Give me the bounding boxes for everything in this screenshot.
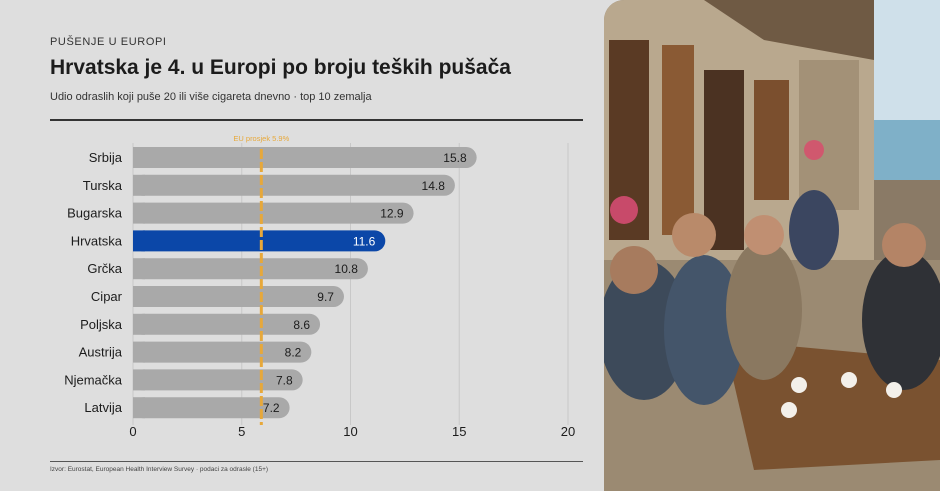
- x-tick-label: 5: [238, 424, 245, 439]
- bar-left-edge: [133, 313, 145, 335]
- bar: [133, 313, 321, 335]
- top-divider: [50, 119, 583, 121]
- category-label: Latvija: [84, 400, 122, 415]
- category-label: Austrija: [79, 345, 123, 360]
- value-label: 8.2: [285, 346, 302, 360]
- bottom-divider: [50, 461, 583, 462]
- bar-left-edge: [133, 147, 145, 168]
- value-label: 7.8: [276, 373, 293, 387]
- x-tick-label: 10: [343, 424, 357, 439]
- bar-chart: Srbija 15.8 Turska 14.8 Bugarska 12.9 Hrvatska…: [64, 134, 575, 439]
- category-label: Turska: [83, 178, 123, 193]
- bar-left-edge: [133, 230, 145, 252]
- category-label: Poljska: [80, 317, 123, 332]
- value-label: 12.9: [380, 207, 404, 221]
- bar-left-edge: [133, 174, 145, 196]
- value-label: 15.8: [443, 151, 467, 165]
- bar: [133, 341, 312, 363]
- bar-left-edge: [133, 369, 145, 391]
- bar: [133, 174, 455, 196]
- kicker: PUŠENJE U EUROPI: [50, 36, 167, 48]
- page-title: Hrvatska je 4. u Europi po broju teških …: [50, 56, 511, 79]
- category-label: Grčka: [87, 261, 122, 276]
- value-label: 10.8: [335, 262, 359, 276]
- value-label: 7.2: [263, 401, 280, 415]
- bar-left-edge: [133, 397, 145, 419]
- value-label: 9.7: [317, 290, 334, 304]
- bar: [133, 286, 344, 307]
- subtitle: Udio odraslih koji puše 20 ili više ciga…: [50, 91, 372, 103]
- bar-left-edge: [133, 202, 145, 224]
- category-label: Cipar: [91, 289, 123, 304]
- bar: [133, 147, 477, 168]
- chart-panel: PUŠENJE U EUROPI Hrvatska je 4. u Europi…: [50, 36, 583, 473]
- source-note: Izvor: Eurostat, European Health Intervi…: [50, 466, 269, 473]
- bar: [133, 258, 368, 280]
- category-label: Njemačka: [64, 372, 123, 387]
- bar: [133, 202, 414, 224]
- value-label: 11.6: [353, 234, 376, 248]
- value-label: 8.6: [293, 318, 310, 332]
- cafe-photo: [604, 0, 940, 491]
- photo-illustration: [604, 0, 940, 491]
- bar: [133, 397, 290, 419]
- reference-label: EU prosjek 5.9%: [233, 134, 289, 143]
- x-tick-label: 20: [561, 424, 575, 439]
- value-label: 14.8: [422, 179, 446, 193]
- bar-left-edge: [133, 286, 145, 307]
- category-label: Srbija: [89, 150, 123, 165]
- category-label: Bugarska: [67, 206, 123, 221]
- x-tick-label: 15: [452, 424, 466, 439]
- x-tick-label: 0: [129, 424, 136, 439]
- category-label: Hrvatska: [71, 233, 123, 248]
- bar-left-edge: [133, 341, 145, 363]
- bar-left-edge: [133, 258, 145, 280]
- bar-highlight: [133, 230, 386, 252]
